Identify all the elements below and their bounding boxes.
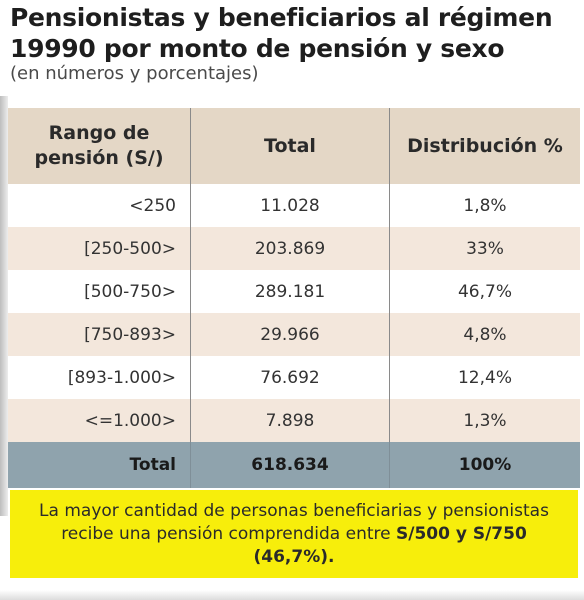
total-distribution: 100%	[458, 455, 512, 475]
table-row: <=1.000> 7.898 1,3%	[8, 399, 580, 442]
header-range: Rango de pensión (S/)	[34, 122, 164, 169]
cell-total: 76.692	[190, 356, 390, 399]
cell-total: 7.898	[190, 399, 390, 442]
cell-total: 29.966	[190, 313, 390, 356]
page-title: Pensionistas y beneficiarios al régimen …	[10, 3, 553, 63]
cell-distribution: 1,8%	[463, 195, 507, 216]
table-row: [893-1.000> 76.692 12,4%	[8, 356, 580, 399]
cell-distribution: 4,8%	[463, 324, 507, 345]
cell-range: [893-1.000>	[67, 367, 176, 388]
total-value: 618.634	[190, 442, 390, 488]
cell-distribution: 46,7%	[457, 281, 512, 302]
cell-distribution: 33%	[466, 238, 504, 259]
total-label: Total	[129, 455, 176, 475]
header-total: Total	[190, 108, 390, 184]
cell-distribution: 1,3%	[463, 410, 507, 431]
cell-total: 289.181	[190, 270, 390, 313]
note-text: La mayor cantidad de personas beneficiar…	[39, 501, 549, 544]
cell-distribution: 12,4%	[457, 367, 512, 388]
highlight-note: La mayor cantidad de personas beneficiar…	[10, 490, 578, 578]
cell-total: 203.869	[190, 227, 390, 270]
table-row: [500-750> 289.181 46,7%	[8, 270, 580, 313]
header-distribution: Distribución %	[407, 134, 563, 157]
page-subtitle: (en números y porcentajes)	[10, 63, 259, 84]
table-row: <250 11.028 1,8%	[8, 184, 580, 227]
cell-range: <250	[129, 195, 176, 216]
cell-range: <=1.000>	[84, 410, 176, 431]
cell-range: [750-893>	[84, 324, 176, 345]
page-edge-shadow	[0, 96, 8, 516]
table-header-row: Rango de pensión (S/) Total Distribución…	[8, 108, 580, 184]
pension-table: Rango de pensión (S/) Total Distribución…	[8, 108, 580, 488]
table-row: [250-500> 203.869 33%	[8, 227, 580, 270]
page-bottom-shadow	[0, 590, 584, 600]
cell-range: [500-750>	[84, 281, 176, 302]
table-total-row: Total 618.634 100%	[8, 442, 580, 488]
cell-total: 11.028	[190, 184, 390, 227]
table-row: [750-893> 29.966 4,8%	[8, 313, 580, 356]
note-highlight: S/500 y S/750 (46,7%).	[253, 524, 527, 567]
cell-range: [250-500>	[84, 238, 176, 259]
